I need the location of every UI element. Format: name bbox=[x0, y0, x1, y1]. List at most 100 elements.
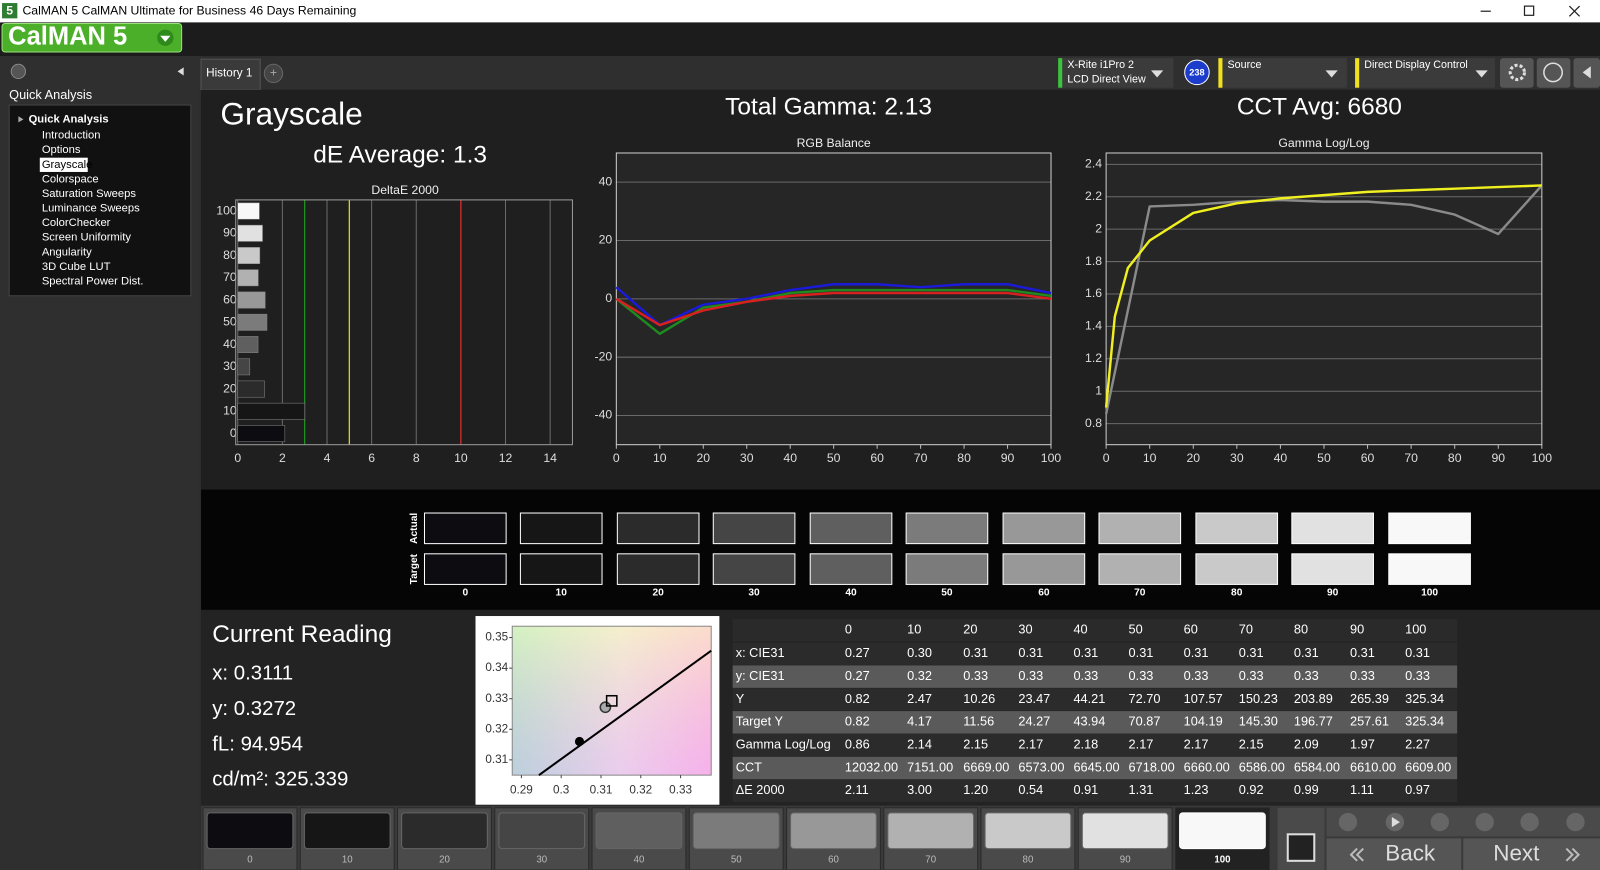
header-bar bbox=[0, 22, 1600, 57]
selected-item-bg bbox=[39, 157, 88, 172]
window-title: CalMAN 5 CalMAN Ultimate for Business 46… bbox=[22, 3, 356, 17]
next-label[interactable]: Next bbox=[1493, 841, 1540, 866]
swatch-band bbox=[201, 489, 1600, 610]
sidebar-item[interactable]: Grayscale bbox=[42, 159, 93, 171]
swatch-label: 50 bbox=[941, 587, 953, 598]
patch-label: 60 bbox=[828, 854, 839, 865]
sidebar-item[interactable]: Options bbox=[42, 144, 81, 156]
swatch-label: 30 bbox=[748, 587, 760, 598]
table-cell: 203.89 bbox=[1294, 691, 1333, 706]
loop-control[interactable] bbox=[1475, 812, 1494, 832]
sidebar-item[interactable]: Screen Uniformity bbox=[42, 232, 132, 244]
table-cell: 12032.00 bbox=[845, 759, 898, 774]
sidebar-item[interactable]: Spectral Power Dist. bbox=[42, 275, 144, 287]
y-tick-label: 0.35 bbox=[485, 631, 508, 644]
x-tick-label: 90 bbox=[1491, 451, 1505, 465]
patch-swatch bbox=[595, 812, 683, 850]
sidebar-collapse[interactable] bbox=[177, 67, 184, 76]
x-tick-label: 30 bbox=[1230, 451, 1244, 465]
range-control[interactable] bbox=[1430, 812, 1449, 832]
reading-line: x: 0.3111 bbox=[212, 663, 293, 685]
table-cell: 6645.00 bbox=[1073, 759, 1119, 774]
table-cell: 2.15 bbox=[963, 737, 988, 752]
table-column-header: 80 bbox=[1294, 622, 1308, 637]
table-cell: 0.33 bbox=[1350, 668, 1375, 683]
table-cell: 2.17 bbox=[1129, 737, 1154, 752]
sidebar-item[interactable]: 3D Cube LUT bbox=[42, 261, 111, 273]
table-cell: 1.31 bbox=[1129, 782, 1154, 797]
y-tick-label: 0.32 bbox=[485, 722, 508, 735]
check-control[interactable] bbox=[1566, 812, 1585, 832]
x-tick-label: 20 bbox=[1186, 451, 1200, 465]
actual-swatch bbox=[905, 512, 989, 545]
logo-button[interactable] bbox=[1, 22, 183, 53]
stop-button[interactable] bbox=[1286, 833, 1316, 862]
source-dropdown[interactable] bbox=[1218, 58, 1347, 88]
series-line bbox=[1104, 184, 1542, 408]
sidebar-pin[interactable] bbox=[10, 63, 27, 80]
refresh-control[interactable] bbox=[1520, 812, 1539, 832]
patch-label: 80 bbox=[1023, 854, 1034, 865]
back-label[interactable]: Back bbox=[1385, 841, 1436, 866]
bar bbox=[237, 336, 259, 353]
sidebar-item[interactable]: Angularity bbox=[42, 246, 92, 258]
table-cell: 0.33 bbox=[963, 668, 988, 683]
sidebar-item[interactable]: Colorspace bbox=[42, 173, 99, 185]
dropdown-arrows bbox=[1151, 70, 1488, 78]
sidebar-item[interactable]: Luminance Sweeps bbox=[42, 203, 140, 215]
sidebar-heading: Quick Analysis bbox=[9, 87, 92, 102]
settings-button[interactable] bbox=[1500, 58, 1534, 88]
target-swatch bbox=[423, 553, 507, 585]
control-strip bbox=[1326, 807, 1600, 837]
white-point bbox=[574, 736, 585, 747]
table-cell: 72.70 bbox=[1129, 691, 1161, 706]
swatch-label: 60 bbox=[1038, 587, 1050, 598]
display-dropdown[interactable] bbox=[1355, 58, 1495, 88]
actual-swatch bbox=[712, 512, 796, 545]
help-icon bbox=[1543, 62, 1564, 83]
help-button[interactable] bbox=[1536, 58, 1571, 88]
table-cell: 6660.00 bbox=[1184, 759, 1230, 774]
table-cell: 0.33 bbox=[1405, 668, 1430, 683]
swatch-label: 80 bbox=[1231, 587, 1243, 598]
table-column-header: 20 bbox=[963, 622, 977, 637]
reading-heading: Current Reading bbox=[212, 621, 392, 648]
y-tick-label: 10 bbox=[223, 404, 237, 418]
table-cell: 0.33 bbox=[1294, 668, 1319, 683]
close[interactable] bbox=[1568, 5, 1581, 17]
table-cell: 0.31 bbox=[1405, 645, 1430, 660]
table-cell: 2.47 bbox=[907, 691, 932, 706]
y-tick-label: 20 bbox=[223, 381, 237, 395]
table-row-bg bbox=[732, 733, 1458, 757]
patch-label: 0 bbox=[247, 854, 253, 865]
table-cell: 0.33 bbox=[1073, 668, 1098, 683]
back-button[interactable] bbox=[1326, 838, 1462, 870]
table-cell: 0.31 bbox=[963, 645, 988, 660]
tab-add-button[interactable] bbox=[263, 63, 284, 84]
stop-control[interactable] bbox=[1338, 812, 1358, 832]
patch-swatch bbox=[498, 812, 586, 850]
table-row-bg bbox=[732, 711, 1458, 734]
table-cell: 24.27 bbox=[1018, 714, 1050, 729]
table-column-header: 50 bbox=[1129, 622, 1143, 637]
sidebar-item[interactable]: Introduction bbox=[42, 130, 101, 142]
x-tick-label: 10 bbox=[454, 451, 468, 465]
x-tick-label: 0 bbox=[234, 451, 241, 465]
reading-line: fL: 94.954 bbox=[212, 733, 303, 755]
table-row-bg bbox=[732, 665, 1458, 688]
gear-icon bbox=[1508, 63, 1527, 82]
sidebar-item[interactable]: Saturation Sweeps bbox=[42, 188, 137, 200]
sidebar-item[interactable]: ColorChecker bbox=[42, 217, 111, 229]
x-tick-label: 40 bbox=[1274, 451, 1288, 465]
swatch-label: 90 bbox=[1327, 587, 1339, 598]
table-cell: 0.27 bbox=[845, 668, 870, 683]
table-cell: 0.31 bbox=[1073, 645, 1098, 660]
patch-swatch bbox=[887, 812, 975, 850]
maximize[interactable] bbox=[1523, 5, 1535, 16]
badge-bg[interactable] bbox=[1184, 59, 1210, 86]
panel-arrow bbox=[1582, 66, 1591, 79]
table-cell: 2.27 bbox=[1405, 737, 1430, 752]
x-tick-label: 0.31 bbox=[590, 784, 613, 797]
y-tick-label: 2.4 bbox=[1085, 157, 1102, 171]
